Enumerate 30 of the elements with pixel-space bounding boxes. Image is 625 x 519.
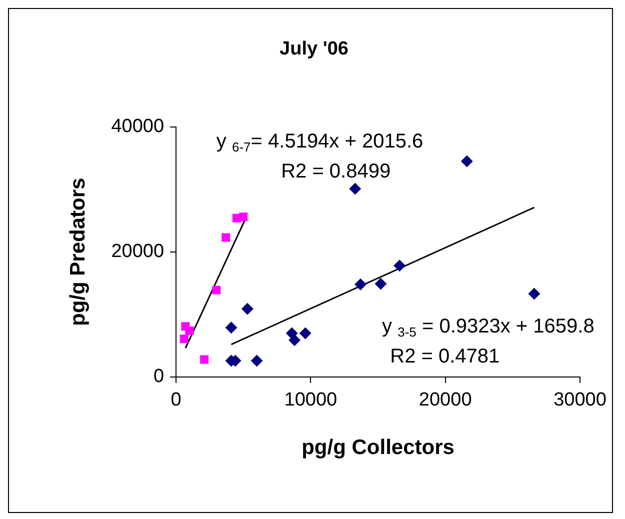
point: [528, 288, 540, 300]
x-tick-label: 20000: [418, 390, 472, 411]
point: [225, 322, 238, 334]
point: [180, 334, 188, 344]
x-tick-label: 0: [170, 390, 182, 411]
y-tick-label: 0: [153, 366, 164, 388]
point: [222, 233, 230, 242]
point: [212, 286, 221, 294]
x-tick-label: 30000: [554, 390, 606, 411]
point: [354, 278, 367, 290]
point: [299, 327, 312, 340]
x-tick-label: 10000: [284, 390, 338, 411]
point: [241, 302, 254, 315]
y-axis-title: pg/g Predators: [66, 178, 90, 326]
point: [239, 212, 248, 222]
annotation: R2 = 0.4781: [390, 346, 500, 368]
point: [349, 182, 362, 195]
point: [250, 354, 263, 367]
y-tick-label: 20000: [111, 241, 164, 262]
point: [460, 155, 473, 168]
point: [200, 355, 209, 364]
point: [185, 326, 194, 335]
x-axis-title: pg/g Collectors: [302, 436, 454, 460]
annotation: y 3-5 = 0.9323x + 1659.8: [382, 315, 594, 340]
y-tick-label: 40000: [111, 116, 164, 138]
point: [374, 278, 387, 290]
chart-title: July '06: [280, 38, 348, 60]
point: [288, 334, 301, 346]
point: [394, 260, 406, 272]
annotation: R2 = 0.8499: [281, 160, 391, 182]
